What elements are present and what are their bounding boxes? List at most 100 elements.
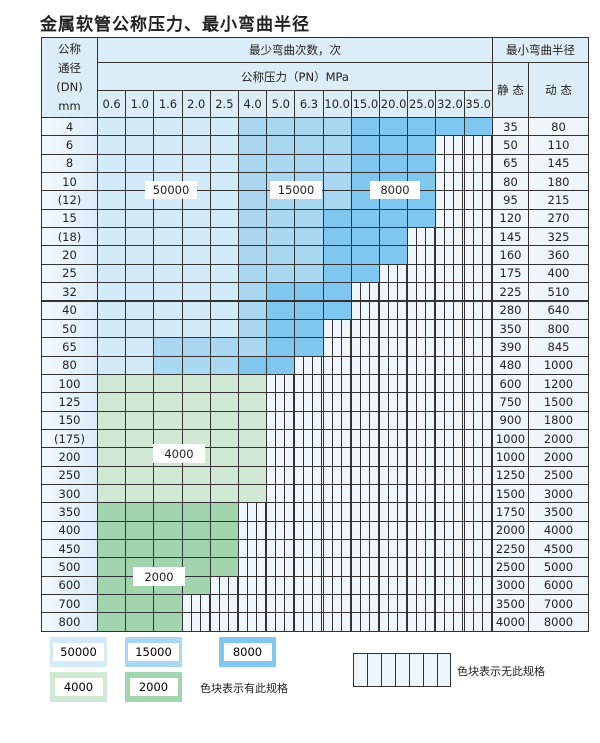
no-spec-cell <box>350 502 380 522</box>
bend-count-cell-4000 <box>97 484 127 504</box>
no-spec-cell <box>463 337 493 357</box>
bend-count-cell-4000 <box>238 373 268 394</box>
static-radius-cell: 600 <box>492 373 529 394</box>
no-spec-cell <box>350 557 380 577</box>
bend-count-cell-4000 <box>97 465 127 485</box>
no-spec-cell <box>435 135 465 155</box>
no-spec-cell <box>435 484 465 504</box>
dn-cell: 100 <box>41 373 98 394</box>
bend-count-cell-4000 <box>209 447 239 467</box>
static-radius-cell: 160 <box>492 245 529 265</box>
no-spec-cell <box>435 392 465 412</box>
bend-count-cell-50000 <box>97 263 127 284</box>
pressure-column-header: 1.0 <box>125 90 155 118</box>
bend-count-cell-50000 <box>97 318 127 339</box>
dynamic-radius-cell: 4000 <box>528 520 589 541</box>
dynamic-radius-cell: 3500 <box>528 502 589 522</box>
bend-count-cell-50000 <box>209 300 239 320</box>
bend-count-cell-50000 <box>97 135 127 155</box>
no-spec-cell <box>463 355 493 375</box>
bend-count-cell-4000 <box>125 410 155 430</box>
dn-cell: 4 <box>41 117 98 137</box>
no-spec-cell <box>379 282 409 302</box>
no-spec-cell <box>407 612 437 632</box>
no-spec-cell <box>350 282 380 302</box>
bend-count-cell-8000 <box>266 337 296 357</box>
bend-count-cell-8000 <box>463 117 493 137</box>
no-spec-cell <box>379 520 409 541</box>
dn-cell: 40 <box>41 300 98 320</box>
static-radius-cell: 280 <box>492 300 529 320</box>
bend-count-cell-15000 <box>209 355 239 375</box>
dn-cell: 32 <box>41 282 98 302</box>
bend-count-cell-2000 <box>97 575 127 596</box>
dynamic-radius-cell: 1800 <box>528 410 589 430</box>
no-spec-cell <box>463 227 493 247</box>
bend-count-cell-8000 <box>379 208 409 229</box>
region-label-15000: 15000 <box>270 181 322 199</box>
dn-header-line: 通径 <box>58 60 81 75</box>
bend-count-cell-50000 <box>209 263 239 284</box>
no-spec-cell <box>238 520 268 541</box>
no-spec-cell <box>435 227 465 247</box>
no-spec-cell <box>435 300 465 320</box>
bend-count-cell-8000 <box>407 135 437 155</box>
no-spec-cell <box>379 428 409 449</box>
dynamic-radius-cell: 4500 <box>528 539 589 559</box>
bend-count-cell-8000 <box>294 318 324 339</box>
bend-count-cell-8000 <box>266 282 296 302</box>
no-spec-cell <box>379 337 409 357</box>
no-spec-cell <box>379 484 409 504</box>
bend-count-cell-2000 <box>125 539 155 559</box>
bend-count-cell-50000 <box>125 208 155 229</box>
bend-count-cell-2000 <box>181 575 211 596</box>
bend-count-cell-15000 <box>238 208 268 229</box>
pressure-column-header: 32.0 <box>435 90 465 118</box>
no-spec-cell <box>238 539 268 559</box>
static-radius-cell: 3500 <box>492 594 529 614</box>
no-spec-cell <box>350 410 380 430</box>
bend-count-cell-8000 <box>407 117 437 137</box>
bend-count-cell-15000 <box>294 153 324 174</box>
no-spec-cell <box>238 575 268 596</box>
no-spec-cell <box>407 245 437 265</box>
no-spec-cell <box>463 502 493 522</box>
bend-count-cell-50000 <box>125 282 155 302</box>
bend-count-cell-50000 <box>181 245 211 265</box>
no-spec-cell <box>379 447 409 467</box>
bend-count-cell-8000 <box>266 355 296 375</box>
no-spec-cell <box>435 153 465 174</box>
bend-count-cell-15000 <box>266 117 296 137</box>
no-spec-cell <box>379 594 409 614</box>
no-spec-cell <box>407 373 437 394</box>
static-radius-cell: 3000 <box>492 575 529 596</box>
bend-count-cell-50000 <box>97 245 127 265</box>
bend-count-cell-4000 <box>97 447 127 467</box>
bend-count-cell-15000 <box>322 153 352 174</box>
bend-count-cell-4000 <box>153 410 183 430</box>
no-spec-cell <box>407 539 437 559</box>
no-spec-cell <box>266 575 296 596</box>
bend-count-cell-50000 <box>181 282 211 302</box>
no-spec-cell <box>350 300 380 320</box>
bend-count-cell-2000 <box>209 539 239 559</box>
dynamic-radius-cell: 6000 <box>528 575 589 596</box>
bend-count-cell-4000 <box>209 373 239 394</box>
bend-count-cell-2000 <box>153 502 183 522</box>
bend-count-cell-8000 <box>266 318 296 339</box>
static-header: 静 态 <box>492 62 529 118</box>
bend-count-cell-4000 <box>181 392 211 412</box>
bend-count-cell-2000 <box>181 502 211 522</box>
bend-count-cell-50000 <box>153 300 183 320</box>
bend-count-cell-8000 <box>407 153 437 174</box>
bend-count-cell-4000 <box>209 465 239 485</box>
no-spec-cell <box>350 447 380 467</box>
bend-count-cell-8000 <box>322 300 352 320</box>
bend-count-cell-4000 <box>238 428 268 449</box>
no-spec-cell <box>294 502 324 522</box>
bend-count-cell-50000 <box>97 208 127 229</box>
bend-count-cell-4000 <box>125 465 155 485</box>
no-spec-cell <box>350 373 380 394</box>
bend-count-cell-15000 <box>153 337 183 357</box>
bend-count-cell-2000 <box>125 520 155 541</box>
